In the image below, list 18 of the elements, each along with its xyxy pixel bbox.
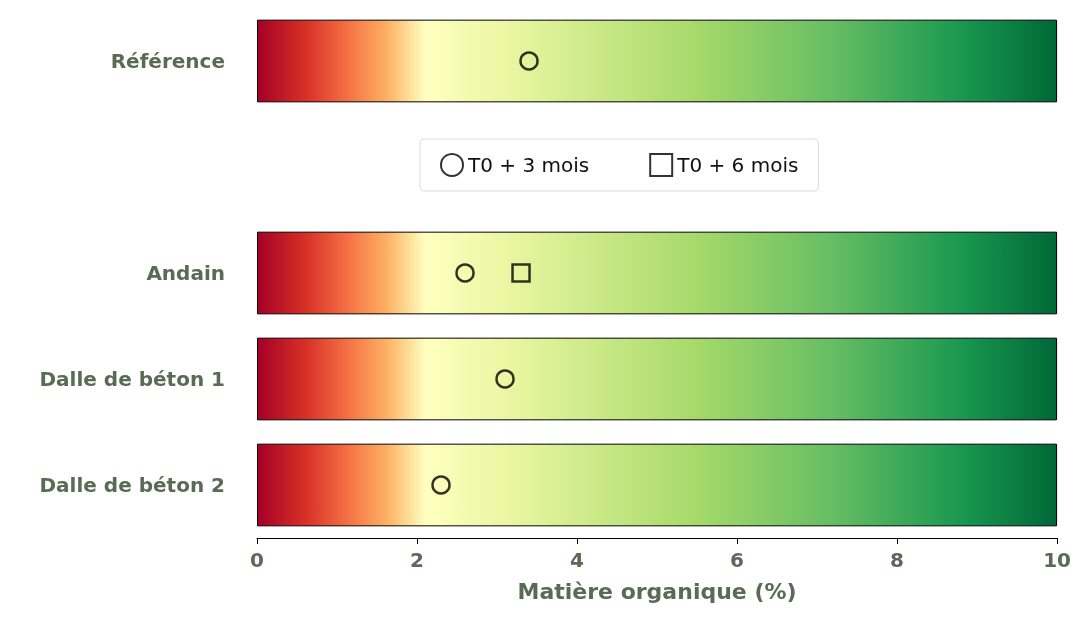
point: [431, 475, 451, 495]
y-tick-label: Dalle de béton 2: [39, 473, 225, 497]
y-tick-label: Dalle de béton 1: [39, 367, 225, 391]
point: [455, 263, 475, 283]
x-tick-label: 10: [1043, 548, 1072, 572]
point: [495, 369, 515, 389]
y-tick-label: Andain: [146, 261, 225, 285]
x-tick-label: 0: [250, 548, 264, 572]
point: [511, 263, 531, 283]
x-tick-label: 8: [890, 548, 905, 572]
legend-label: T0 + 6 mois: [676, 153, 799, 177]
legend-label: T0 + 3 mois: [467, 153, 590, 177]
x-tick-label: 2: [410, 548, 424, 572]
x-axis-title: Matière organique (%): [517, 578, 797, 604]
x-tick-label: 4: [570, 548, 584, 572]
x-tick-label: 6: [730, 548, 745, 572]
y-tick-label: Référence: [110, 49, 225, 73]
point: [519, 51, 539, 71]
